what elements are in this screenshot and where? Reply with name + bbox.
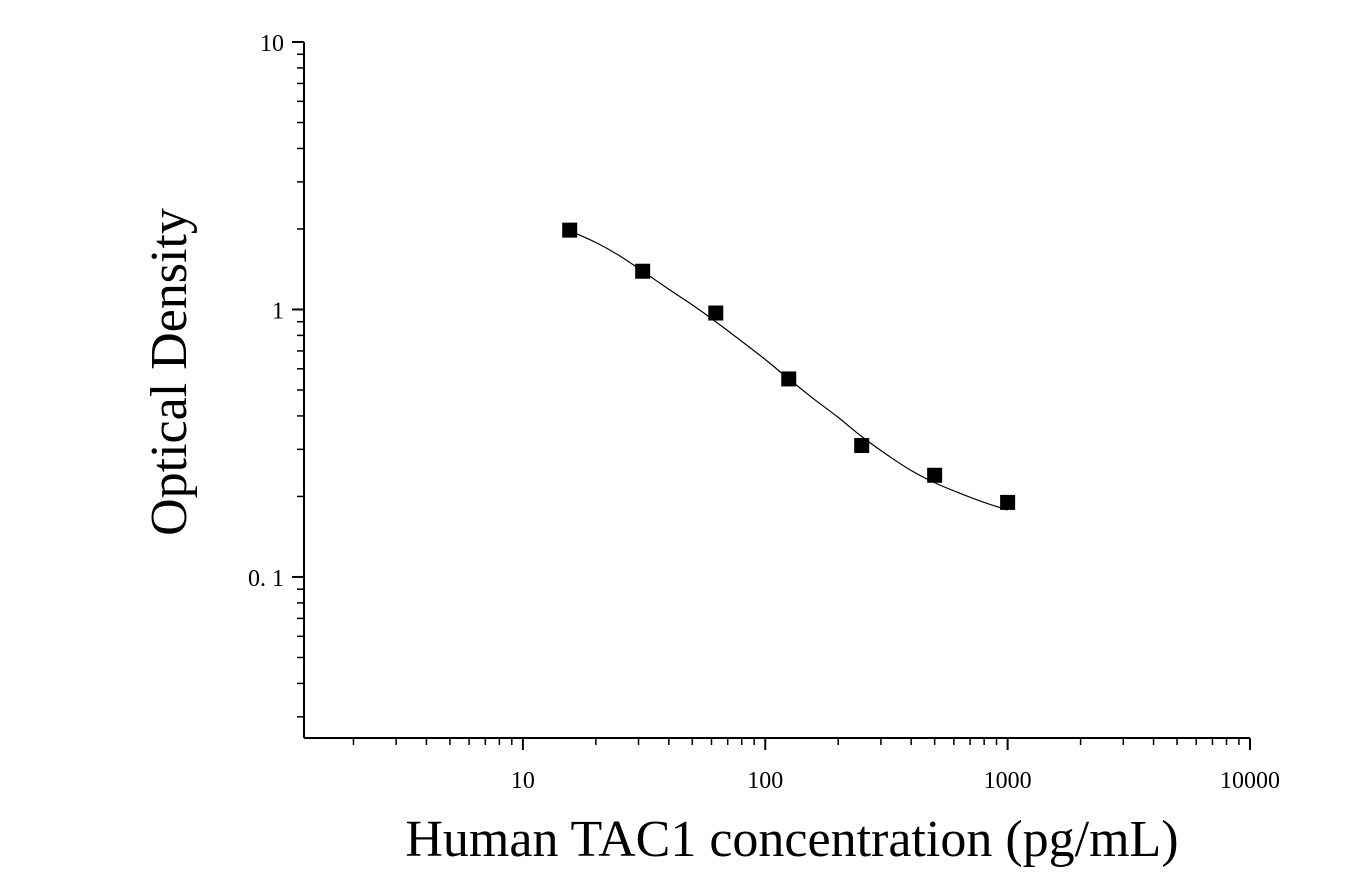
data-point [854, 438, 870, 454]
y-tick-label: 1 [272, 298, 284, 324]
data-point [708, 305, 724, 321]
x-axis-title: Human TAC1 concentration (pg/mL) [405, 811, 1178, 868]
x-tick-label: 100 [747, 768, 783, 794]
y-tick-label: 0. 1 [248, 566, 284, 592]
data-points-layer [562, 222, 1016, 510]
x-tick-label: 1000 [984, 768, 1032, 794]
data-point [927, 467, 943, 483]
data-point [562, 222, 578, 238]
y-tick-label: 10 [260, 31, 284, 57]
data-point [635, 263, 651, 279]
data-point [1000, 494, 1016, 510]
axes: 10 100 1000 10000 0. 1 1 10 [248, 31, 1280, 794]
y-axis-title: Optical Density [141, 208, 198, 536]
x-tick-label: 10000 [1220, 768, 1280, 794]
x-tick-label: 10 [511, 768, 535, 794]
data-point [781, 371, 797, 387]
